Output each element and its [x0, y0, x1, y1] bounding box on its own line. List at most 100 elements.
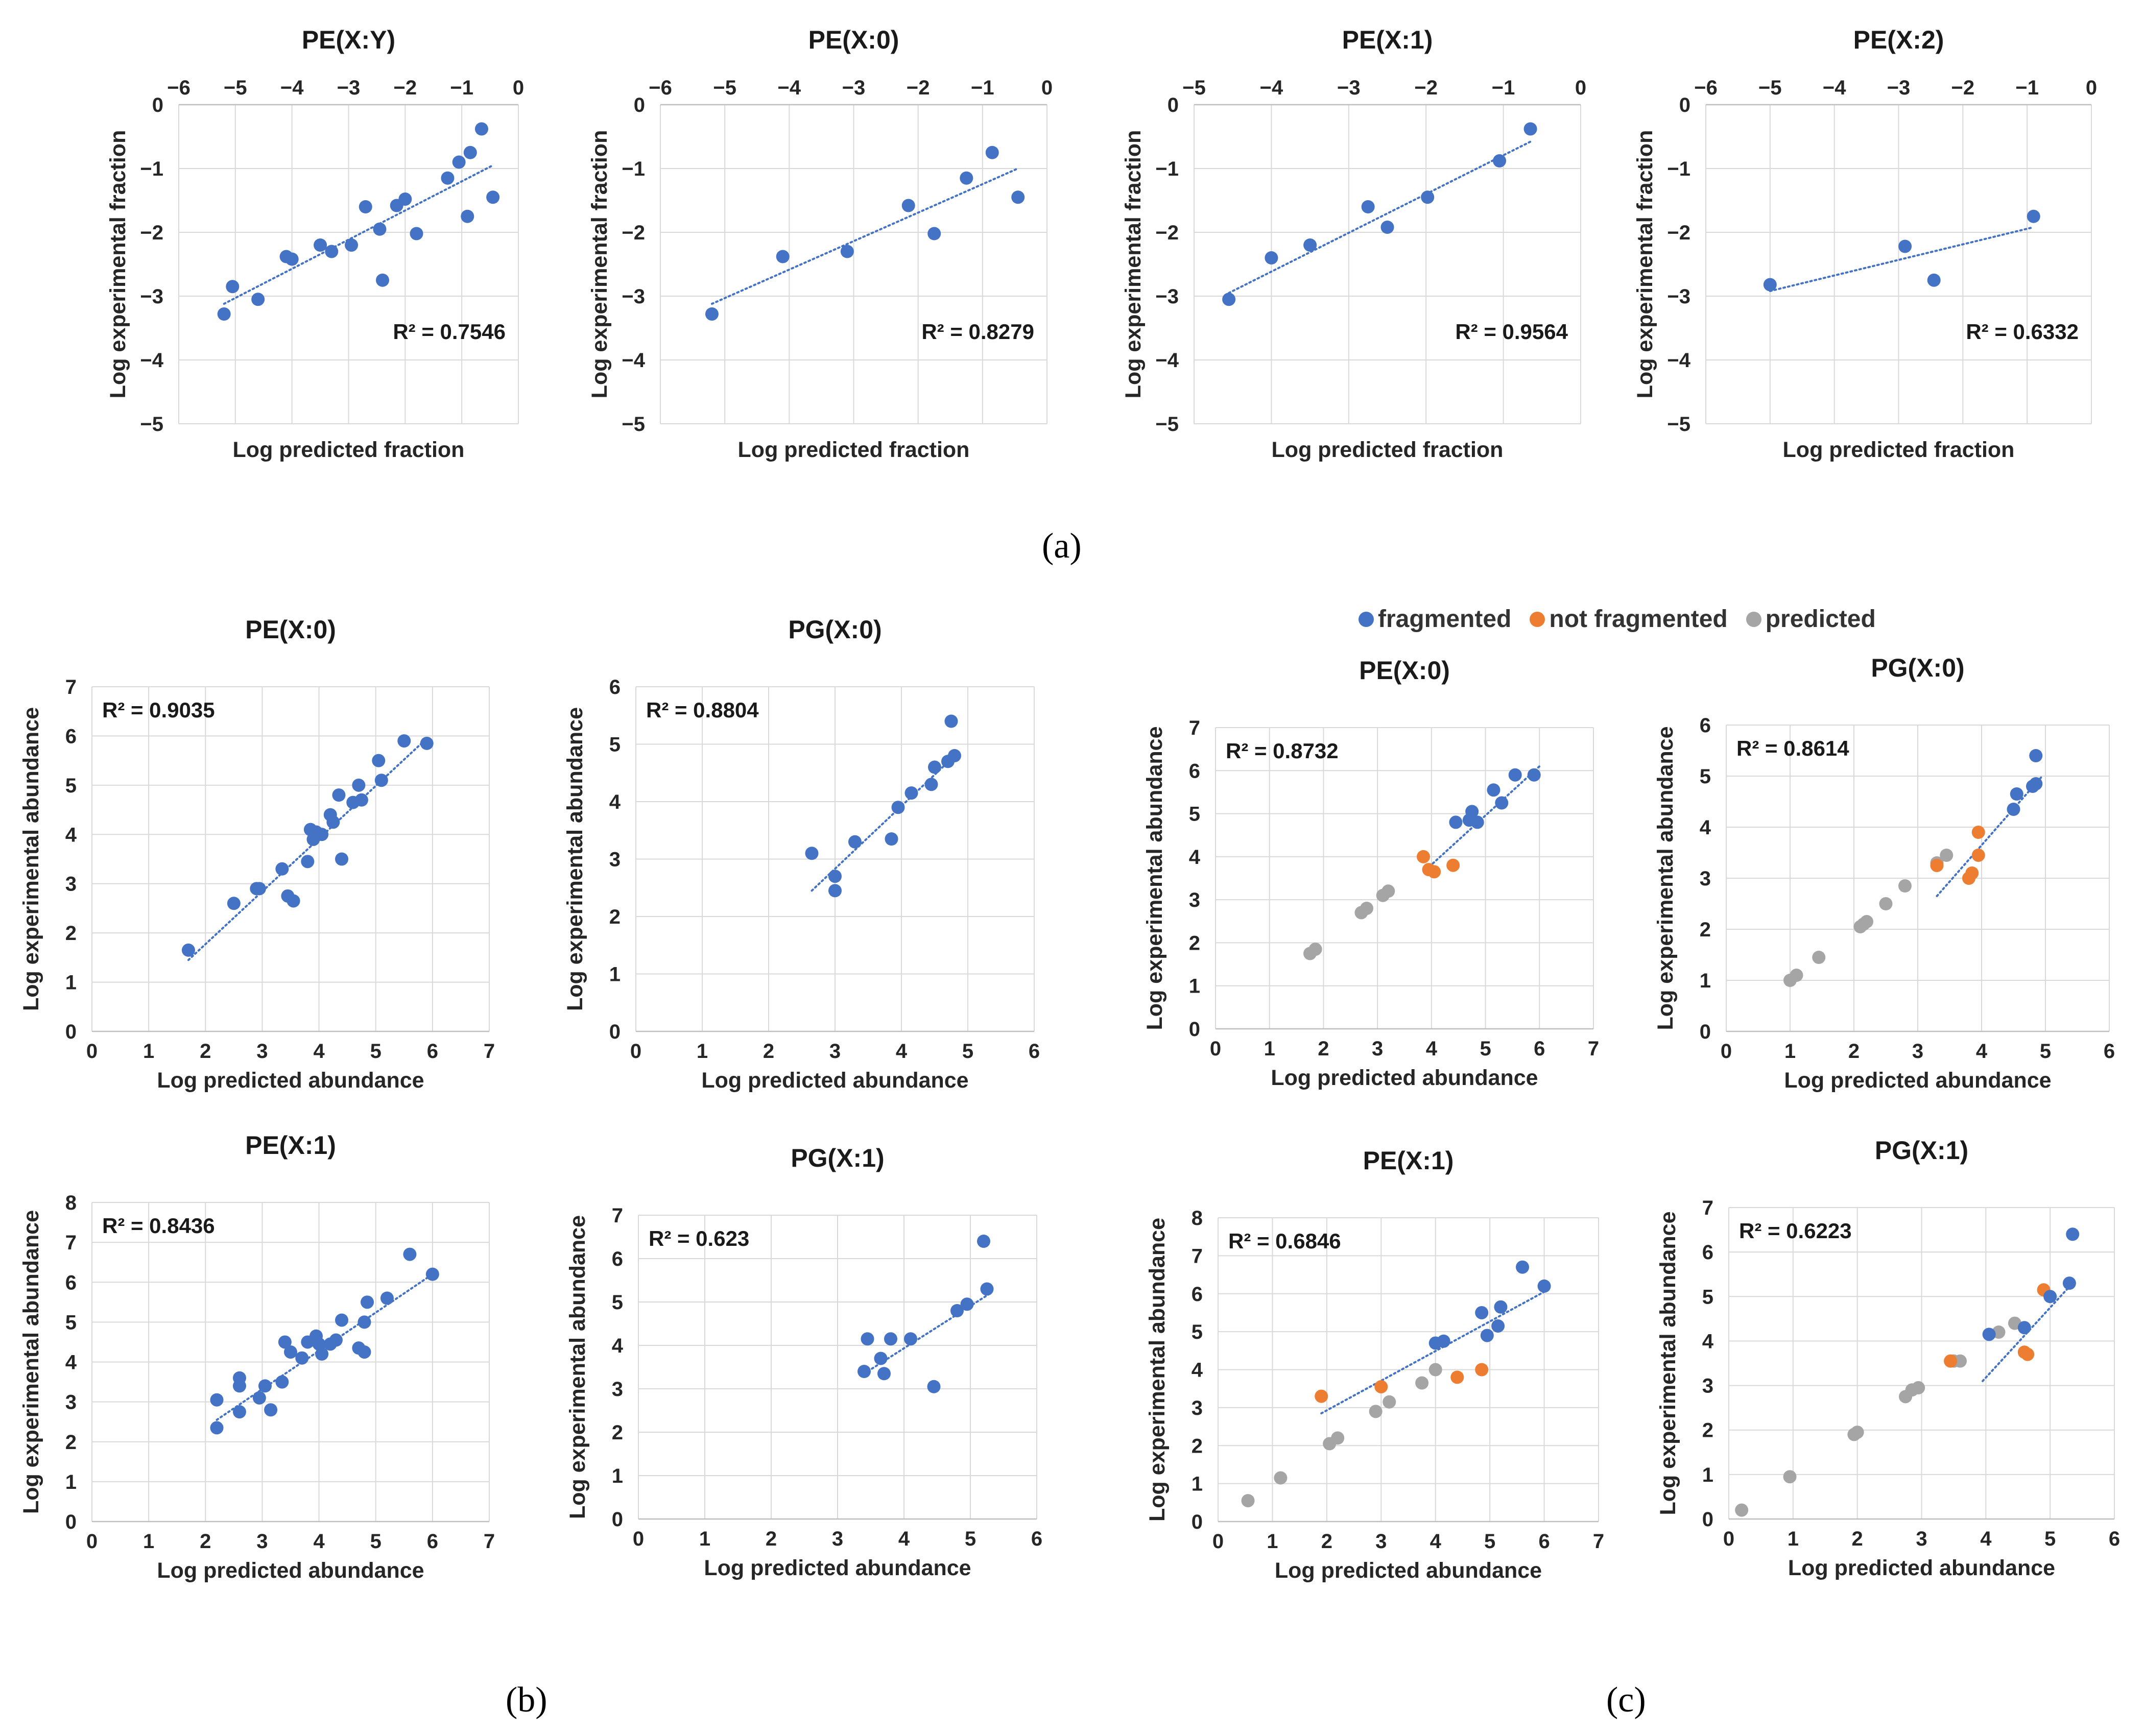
x-axis-label: Log predicted fraction: [738, 438, 970, 462]
data-point-predicted: [1912, 1381, 1925, 1394]
chart-c4: 0 1 2 3 4 5 6 0 1 2 3 4 5 6 7 PG(X:1) Log predicted abun…: [1656, 1136, 2120, 1580]
chart-svg: 0 1 2 3 4 5 6 7 0 1 2 3 4 5 6 7 PE(X:0) Log predicted abu…: [1142, 656, 1599, 1090]
x-tick-label: 6: [1031, 1528, 1042, 1550]
x-tick-label: 0: [86, 1040, 98, 1063]
y-tick-label: 7: [65, 1232, 77, 1254]
r-squared-label: R² = 0.8614: [1736, 736, 1849, 760]
data-point-fragmented: [848, 835, 862, 849]
y-tick-label: 0: [609, 1021, 621, 1043]
data-point-fragmented: [181, 943, 195, 957]
y-tick-label: 6: [1192, 1283, 1203, 1306]
data-point-fragmented: [352, 778, 366, 792]
data-point-fragmented: [474, 122, 488, 136]
x-tick-label: 0: [1210, 1038, 1221, 1060]
data-point-fragmented: [2007, 803, 2020, 816]
data-point-fragmented: [2062, 1276, 2076, 1290]
data-point-fragmented: [1222, 293, 1236, 306]
y-axis-label: Log experimental fraction: [1121, 130, 1146, 399]
trendline: [811, 752, 959, 892]
data-point-not-fragmented: [1944, 1354, 1958, 1368]
y-tick-label: 2: [1700, 919, 1711, 941]
x-tick-label: −1: [2015, 77, 2039, 99]
data-point-fragmented: [1437, 1334, 1450, 1348]
x-tick-label: 1: [1784, 1040, 1796, 1063]
x-tick-label: 1: [1788, 1528, 1799, 1550]
x-tick-label: −5: [1758, 77, 1782, 99]
y-tick-label: 0: [1702, 1508, 1713, 1531]
y-tick-label: 5: [612, 1291, 623, 1314]
data-point-fragmented: [397, 734, 411, 748]
data-point-predicted: [1308, 943, 1322, 956]
data-point-not-fragmented: [1971, 826, 1985, 839]
y-tick-label: −1: [622, 158, 645, 180]
y-tick-label: 5: [609, 734, 621, 756]
x-tick-label: 2: [1852, 1528, 1863, 1550]
data-point-fragmented: [960, 171, 973, 185]
data-point-fragmented: [944, 714, 958, 728]
legend: fragmented not fragmented predicted: [1359, 605, 1894, 633]
x-tick-label: 5: [2040, 1040, 2051, 1063]
data-point-fragmented: [977, 1235, 990, 1248]
x-tick-label: 2: [1321, 1530, 1332, 1553]
data-point-not-fragmented: [1930, 859, 1944, 872]
y-tick-label: 3: [612, 1378, 623, 1401]
y-tick-label: 8: [1192, 1207, 1203, 1229]
y-tick-label: −2: [1667, 222, 1690, 244]
chart-b3: 0 1 2 3 4 5 6 7 0 1 2 3 4 5 6 7 8 PE(X:1) Log predicted ab…: [19, 1131, 495, 1583]
x-tick-label: −6: [167, 77, 190, 99]
x-tick-label: 0: [630, 1040, 641, 1063]
data-point-fragmented: [1527, 768, 1541, 782]
y-tick-label: 6: [65, 725, 77, 748]
data-point-fragmented: [326, 815, 340, 829]
data-point-fragmented: [877, 1367, 891, 1381]
chart-c1: 0 1 2 3 4 5 6 7 0 1 2 3 4 5 6 7 PE(X:0) Log predicted abu…: [1142, 656, 1599, 1090]
chart-title: PG(X:0): [1871, 654, 1964, 682]
y-tick-label: 2: [612, 1421, 623, 1444]
x-tick-label: 7: [1593, 1530, 1604, 1553]
y-tick-label: 0: [1168, 94, 1179, 116]
data-point-not-fragmented: [1417, 850, 1430, 863]
chart-title: PE(X:1): [1342, 26, 1433, 54]
data-point-fragmented: [301, 855, 315, 869]
x-tick-label: 5: [965, 1528, 976, 1550]
chart-c2: 0 1 2 3 4 5 6 0 1 2 3 4 5 6 PG(X:0) Log predicted abund…: [1653, 654, 2115, 1093]
x-axis-label: Log predicted abundance: [1275, 1558, 1542, 1583]
data-point-fragmented: [901, 199, 915, 212]
data-point-fragmented: [252, 882, 266, 896]
data-point-fragmented: [335, 852, 349, 866]
y-tick-label: 0: [1679, 94, 1690, 116]
x-tick-label: 3: [1912, 1040, 1923, 1063]
x-tick-label: 4: [1426, 1038, 1438, 1060]
x-tick-label: 0: [1723, 1528, 1734, 1550]
y-tick-label: 4: [1192, 1359, 1203, 1382]
data-point-fragmented: [278, 1335, 292, 1349]
x-tick-label: 6: [2109, 1528, 2120, 1550]
data-point-fragmented: [1265, 251, 1278, 264]
y-tick-label: 5: [65, 775, 77, 797]
x-tick-label: 6: [1534, 1038, 1545, 1060]
data-point-fragmented: [210, 1421, 224, 1435]
y-tick-label: −4: [1667, 349, 1690, 372]
y-tick-label: 0: [65, 1511, 77, 1533]
y-tick-label: −3: [1667, 285, 1690, 308]
data-point-fragmented: [332, 788, 346, 802]
x-tick-label: 0: [1212, 1530, 1224, 1553]
y-tick-label: −3: [622, 285, 645, 308]
data-point-fragmented: [210, 1393, 224, 1407]
data-point-fragmented: [861, 1332, 874, 1346]
r-squared-label: R² = 0.8436: [102, 1214, 215, 1238]
x-tick-label: 6: [2104, 1040, 2115, 1063]
y-axis-label: Log experimental abundance: [563, 707, 587, 1011]
x-axis-label: Log predicted abundance: [157, 1068, 424, 1093]
data-point-fragmented: [2043, 1290, 2057, 1304]
x-tick-label: 1: [697, 1040, 708, 1063]
data-point-fragmented: [376, 273, 389, 287]
x-tick-label: 2: [1848, 1040, 1860, 1063]
data-point-predicted: [1735, 1503, 1749, 1517]
x-tick-label: 3: [832, 1528, 843, 1550]
x-tick-label: −2: [1951, 77, 1975, 99]
y-axis-label: Log experimental abundance: [1145, 1218, 1170, 1522]
data-point-predicted: [1415, 1376, 1429, 1390]
trendline: [187, 737, 428, 961]
y-tick-label: 1: [609, 963, 621, 986]
